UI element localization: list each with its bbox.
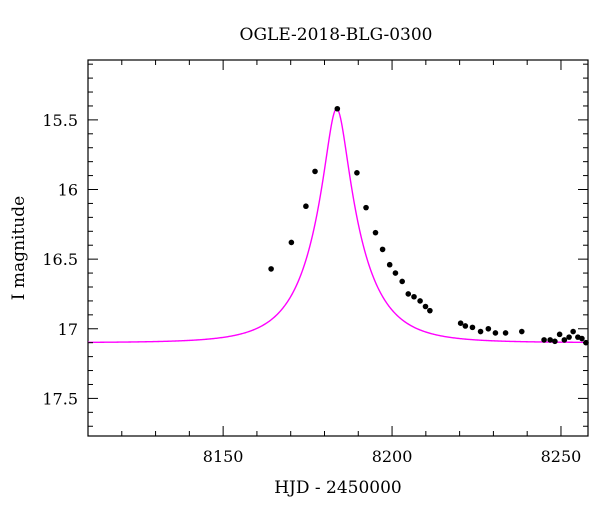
data-point [552,338,558,345]
data-point [392,270,399,276]
data-point [566,334,572,340]
data-point [462,323,469,329]
data-point [485,325,492,332]
y-tick-label: 17.5 [42,389,78,408]
data-point [379,246,386,253]
x-axis-label: HJD - 2450000 [274,478,402,498]
data-point [492,330,499,336]
data-point [399,278,405,285]
data-point [363,204,369,211]
data-point [288,239,295,246]
data-point [556,331,563,338]
y-tick-label: 17 [58,320,78,339]
data-point [583,339,589,346]
data-point [312,168,318,175]
data-point [579,335,585,342]
x-tick-label: 8150 [203,447,244,466]
data-point [518,328,525,335]
data-point [268,266,274,272]
y-axis-label: I magnitude [9,196,29,300]
data-point [386,261,393,268]
data-point [469,324,476,331]
axis-tick-labels: 8150 8200 8250 15.5 16 16.5 17 17.5 [42,111,581,466]
data-point [547,337,553,343]
data-point [457,320,464,327]
data-point [477,328,484,335]
plot-frame [87,59,589,437]
x-tick-label: 8250 [541,447,582,466]
data-point [354,170,360,176]
data-points [268,105,589,346]
axis-ticks [87,60,588,436]
data-point [303,203,309,210]
data-point [502,330,509,336]
y-tick-label: 16 [58,181,78,200]
x-tick-label: 8200 [372,447,413,466]
y-tick-label: 15.5 [42,111,78,130]
data-point [405,291,412,297]
data-point [372,229,379,236]
data-point [334,105,341,112]
data-point [570,328,576,335]
y-tick-label: 16.5 [42,250,78,269]
data-point [561,337,568,343]
model-curve [88,108,588,344]
data-point [411,293,417,300]
data-point [417,298,423,304]
data-point [427,307,433,314]
data-point [541,337,547,343]
data-point [422,303,429,310]
chart-title: OGLE-2018-BLG-0300 [240,25,433,45]
